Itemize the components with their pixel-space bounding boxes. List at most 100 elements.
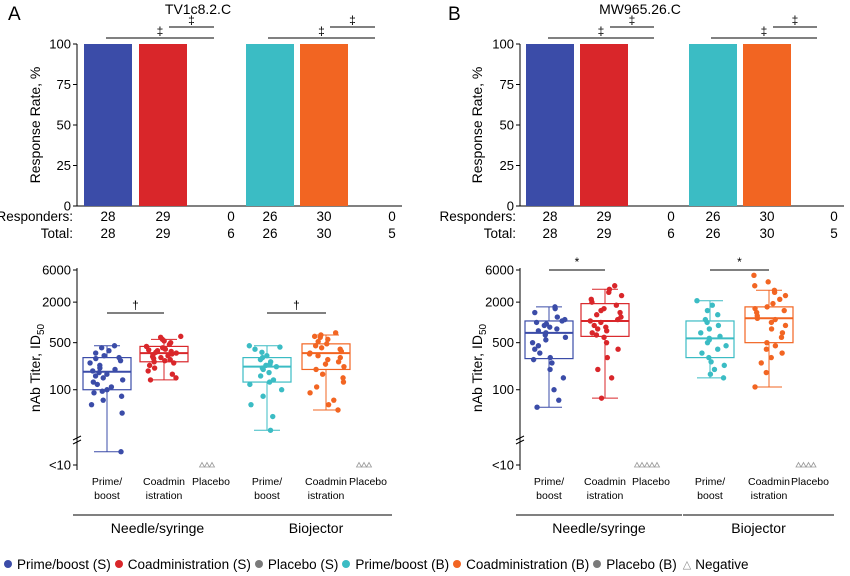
total-count: 5 (388, 226, 396, 241)
data-point (340, 375, 346, 381)
data-point (704, 307, 711, 314)
y-tick-label: 50 (57, 118, 71, 133)
negative-marker (648, 461, 656, 468)
data-point (752, 283, 758, 289)
panel-title: MW965.26.C (599, 1, 681, 17)
data-point (92, 350, 99, 356)
data-point (90, 379, 97, 385)
data-point (278, 387, 285, 393)
y-tick-label: 500 (49, 335, 71, 350)
category-label: istration (308, 490, 345, 502)
data-point (266, 369, 272, 376)
responders-count: 28 (100, 209, 115, 224)
y-tick-label: 100 (492, 382, 514, 397)
y-tick-label: 6000 (42, 263, 71, 278)
category-label: boost (94, 490, 120, 502)
data-point (270, 413, 276, 420)
data-point (98, 345, 105, 351)
total-count: 26 (262, 226, 277, 241)
y-tick-label: 25 (500, 158, 514, 173)
legend-label: Negative (695, 556, 749, 572)
data-point (91, 390, 97, 396)
data-point (169, 371, 176, 377)
y-tick-label: 100 (49, 382, 71, 397)
group-label: Needle/syringe (111, 520, 205, 536)
data-point (612, 283, 618, 289)
data-point (779, 350, 785, 356)
data-point (313, 384, 320, 390)
bar (689, 44, 737, 206)
data-point (782, 322, 789, 329)
data-point (119, 377, 126, 383)
category-label: istration (146, 490, 183, 502)
data-point (167, 339, 174, 346)
data-point (340, 379, 347, 385)
category-label: Coadmin (143, 476, 185, 488)
data-point (615, 346, 621, 352)
data-point (549, 360, 555, 366)
data-point (594, 326, 601, 332)
data-point (341, 363, 347, 370)
data-point (603, 339, 610, 346)
data-point (173, 350, 179, 356)
data-point (698, 330, 704, 336)
panel-title: TV1c8.2.C (165, 1, 231, 17)
data-point (147, 377, 154, 383)
legend-item: △ Negative (677, 557, 749, 572)
data-point (324, 341, 330, 347)
data-point (547, 354, 553, 361)
data-point (562, 316, 568, 323)
data-point (267, 359, 274, 365)
data-point (711, 366, 718, 373)
data-point (162, 357, 168, 364)
y-tick-label: 500 (492, 335, 514, 350)
data-point (768, 319, 775, 326)
responders-count: 0 (227, 209, 235, 224)
data-point (606, 286, 613, 293)
data-point (543, 330, 549, 336)
category-label: Prime/ (534, 476, 564, 488)
category-label: Prime/ (92, 476, 122, 488)
total-count: 26 (705, 226, 720, 241)
data-point (96, 369, 102, 376)
data-point (706, 335, 712, 342)
data-point (613, 302, 620, 308)
significance-mark: ‡ (157, 24, 164, 38)
significance-mark: * (575, 255, 580, 269)
panel-letter: B (448, 4, 461, 25)
y-tick-label: 100 (492, 37, 514, 52)
data-point (694, 297, 700, 304)
data-point (151, 365, 158, 371)
y-axis-label: nAb Titer, ID50 (469, 323, 489, 412)
legend-item: Prime/boost (S) (0, 557, 111, 572)
negative-marker (360, 461, 368, 468)
data-point (88, 401, 95, 408)
data-point (104, 371, 110, 377)
negative-marker (643, 461, 651, 468)
data-point (259, 354, 266, 361)
data-point (313, 366, 319, 373)
significance-mark: † (132, 298, 139, 312)
axis-break (515, 435, 525, 441)
legend: Prime/boost (S) Coadministration (S) Place… (0, 553, 850, 575)
data-point (768, 354, 774, 361)
y-tick-label: 25 (57, 158, 71, 173)
category-label: Prime/ (695, 476, 725, 488)
significance-mark: † (293, 298, 300, 312)
data-point (562, 334, 569, 341)
data-point (307, 390, 313, 396)
data-point (158, 354, 164, 361)
data-point (752, 384, 758, 390)
legend-label: Prime/boost (S) (17, 556, 111, 572)
data-point (717, 333, 723, 340)
data-point (772, 343, 779, 349)
data-point (315, 338, 321, 345)
legend-dot-icon (4, 560, 12, 568)
total-count: 30 (759, 226, 774, 241)
data-point (723, 343, 729, 349)
data-point (171, 360, 177, 366)
data-point (768, 326, 775, 332)
data-point (595, 366, 601, 373)
negative-marker (198, 461, 206, 468)
